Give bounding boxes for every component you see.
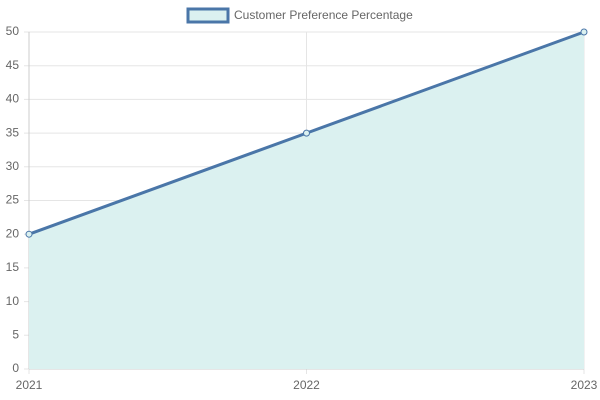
y-tick-label: 10 [6, 294, 20, 308]
y-tick-label: 20 [6, 226, 20, 240]
y-tick-label: 40 [6, 92, 20, 106]
y-tick-label: 25 [6, 193, 20, 207]
point [580, 28, 588, 36]
y-tick-label: 30 [6, 159, 20, 173]
x-tick-label: 2023 [571, 378, 598, 392]
area [29, 32, 584, 369]
x-tick-label: 2021 [16, 378, 43, 392]
x-tick-label: 2022 [293, 378, 320, 392]
legend-swatch [186, 7, 230, 24]
y-tick-label: 50 [6, 24, 20, 38]
point [25, 230, 33, 238]
y-tick-label: 5 [12, 327, 19, 341]
y-tick-label: 15 [6, 260, 20, 274]
y-tick-label: 35 [6, 125, 20, 139]
legend-label: Customer Preference Percentage [234, 8, 413, 22]
point [303, 129, 310, 137]
y-tick-label: 45 [6, 58, 20, 72]
y-tick-label: 0 [12, 361, 19, 375]
